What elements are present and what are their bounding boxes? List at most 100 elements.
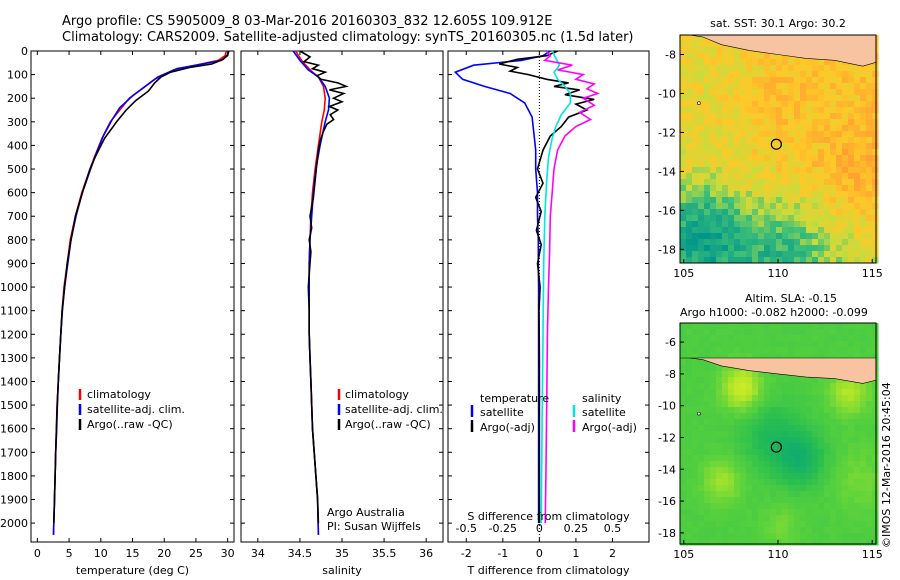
legend-label: Argo(..raw -QC) — [345, 418, 431, 431]
legend-label: satellite — [480, 406, 524, 419]
annotation-line: Argo Australia — [327, 506, 405, 519]
top-tick-label: -0.5 — [456, 522, 477, 535]
y-tick-label: -18 — [658, 527, 676, 540]
y-tick-label: 1100 — [0, 305, 28, 318]
top-tick-label: 0.5 — [604, 522, 622, 535]
x-tick-label: 105 — [673, 267, 694, 280]
y-tick-label: 1500 — [0, 399, 28, 412]
map-grid — [680, 323, 879, 546]
y-tick-label: -10 — [658, 400, 676, 413]
x-axis-label: T difference from climatology — [467, 564, 630, 577]
legend-heading: temperature — [480, 392, 549, 405]
top-tick-label: 0 — [536, 522, 543, 535]
y-tick-label: 1800 — [0, 470, 28, 483]
series-line — [299, 50, 349, 524]
map-title-line2: Argo h1000: -0.082 h2000: -0.099 — [680, 306, 868, 319]
annotation-line: PI: Susan Wijffels — [327, 520, 421, 533]
y-tick-label: 700 — [7, 210, 28, 223]
legend-label: satellite — [582, 406, 626, 419]
x-tick-label: -2 — [461, 547, 472, 560]
y-tick-label: 1300 — [0, 352, 28, 365]
map-title: sat. SST: 30.1 Argo: 30.2 — [710, 17, 846, 30]
y-tick-label: -10 — [658, 87, 676, 100]
map-title-line1: Altim. SLA: -0.15 — [745, 292, 837, 305]
legend-label: satellite-adj. clim. — [345, 403, 443, 416]
x-tick-label: 0 — [536, 547, 543, 560]
legend-label: climatology — [87, 388, 151, 401]
top-tick-label: -0.25 — [489, 522, 517, 535]
series-line — [498, 50, 595, 524]
x-tick-label: 2 — [609, 547, 616, 560]
x-tick-label: 34 — [251, 547, 265, 560]
x-tick-label: 35.5 — [372, 547, 397, 560]
x-tick-label: 115 — [862, 548, 883, 561]
top-tick-label: 0.25 — [564, 522, 589, 535]
x-axis-label: temperature (deg C) — [76, 564, 189, 577]
y-tick-label: -14 — [658, 165, 676, 178]
x-tick-label: 25 — [189, 547, 203, 560]
argo-location-marker — [770, 138, 782, 150]
y-tick-label: -16 — [658, 495, 676, 508]
y-tick-label: 100 — [7, 69, 28, 82]
series-line — [542, 50, 601, 524]
series-line — [540, 50, 572, 524]
x-tick-label: 115 — [862, 267, 883, 280]
x-tick-label: 1 — [572, 547, 579, 560]
y-tick-label: 600 — [7, 187, 28, 200]
x-tick-label: 0 — [34, 547, 41, 560]
copyright-label: ©IMOS 12-Mar-2016 20:45:04 — [880, 382, 893, 548]
plot-area — [30, 50, 235, 543]
y-tick-label: -8 — [665, 48, 676, 61]
y-tick-label: 2000 — [0, 517, 28, 530]
christmas-island-marker — [697, 411, 701, 416]
y-tick-label: 1900 — [0, 494, 28, 507]
map-grid — [680, 35, 879, 264]
y-tick-label: -16 — [658, 204, 676, 217]
y-tick-label: -12 — [658, 431, 676, 444]
chart-title-line1: Argo profile: CS 5905009_8 03-Mar-2016 2… — [62, 14, 553, 29]
x-tick-label: 110 — [768, 548, 789, 561]
x-tick-label: -1 — [497, 547, 508, 560]
legend-label: Argo(-adj) — [582, 421, 637, 434]
x-tick-label: 10 — [94, 547, 108, 560]
y-tick-label: 1600 — [0, 423, 28, 436]
x-tick-label: 15 — [126, 547, 140, 560]
legend-label: Argo(-adj) — [480, 421, 535, 434]
legend-label: Argo(..raw -QC) — [87, 418, 173, 431]
y-tick-label: 300 — [7, 116, 28, 129]
y-tick-label: 0 — [21, 45, 28, 58]
y-tick-label: -14 — [658, 463, 676, 476]
x-tick-label: 105 — [673, 548, 694, 561]
chart-title-line2: Climatology: CARS2009. Satellite-adjuste… — [62, 30, 634, 45]
x-tick-label: 36 — [419, 547, 433, 560]
y-tick-label: 1400 — [0, 375, 28, 388]
y-tick-label: -8 — [665, 368, 676, 381]
x-tick-label: 20 — [157, 547, 171, 560]
y-tick-label: 800 — [7, 234, 28, 247]
x-tick-label: 35 — [335, 547, 349, 560]
y-tick-label: 400 — [7, 139, 28, 152]
x-tick-label: 34.5 — [288, 547, 313, 560]
y-tick-label: 500 — [7, 163, 28, 176]
x-tick-label: 30 — [221, 547, 235, 560]
y-tick-label: -18 — [658, 243, 676, 256]
x-axis-label: salinity — [322, 564, 362, 577]
legend-label: satellite-adj. clim. — [87, 403, 185, 416]
top-axis-label: S difference from climatology — [467, 510, 630, 523]
y-tick-label: 1000 — [0, 281, 28, 294]
x-tick-label: 5 — [66, 547, 73, 560]
y-tick-label: 200 — [7, 92, 28, 105]
argo-location-marker — [770, 441, 782, 453]
y-tick-label: 900 — [7, 257, 28, 270]
y-tick-label: 1700 — [0, 446, 28, 459]
y-tick-label: -12 — [658, 126, 676, 139]
series-line — [53, 50, 230, 524]
x-tick-label: 110 — [768, 267, 789, 280]
christmas-island-marker — [697, 101, 701, 106]
y-tick-label: 1200 — [0, 328, 28, 341]
y-tick-label: -6 — [665, 336, 676, 349]
